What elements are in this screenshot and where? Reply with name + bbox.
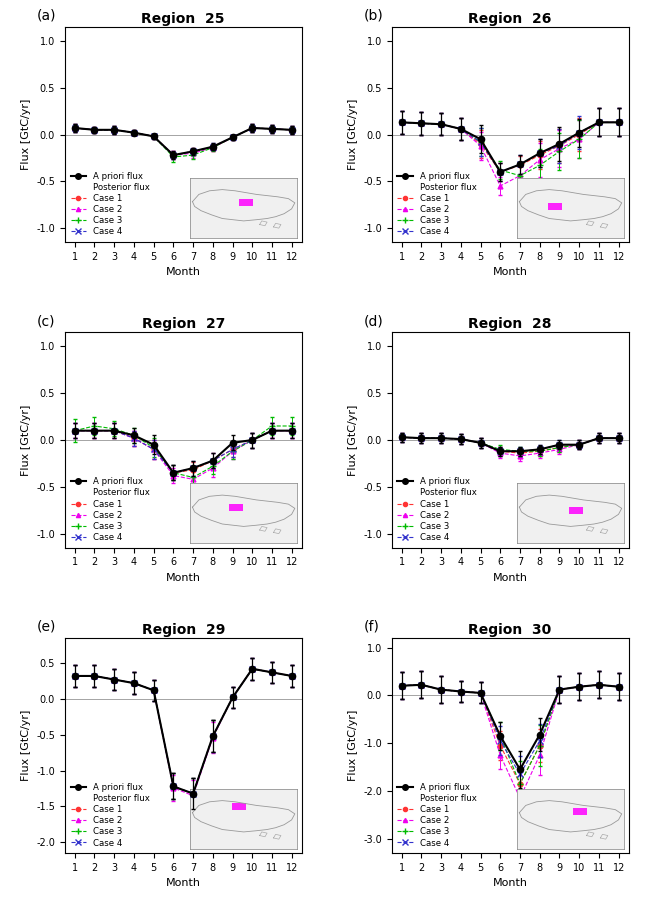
Legend: A priori flux, Posterior flux, Case 1, Case 2, Case 3, Case 4: A priori flux, Posterior flux, Case 1, C… <box>394 168 480 240</box>
Title: Region  25: Region 25 <box>141 12 225 26</box>
Y-axis label: Flux [GtC/yr]: Flux [GtC/yr] <box>347 404 358 476</box>
Legend: A priori flux, Posterior flux, Case 1, Case 2, Case 3, Case 4: A priori flux, Posterior flux, Case 1, C… <box>394 474 480 545</box>
Y-axis label: Flux [GtC/yr]: Flux [GtC/yr] <box>21 99 30 171</box>
Title: Region  26: Region 26 <box>469 12 552 26</box>
Y-axis label: Flux [GtC/yr]: Flux [GtC/yr] <box>21 709 30 781</box>
Y-axis label: Flux [GtC/yr]: Flux [GtC/yr] <box>347 709 358 781</box>
X-axis label: Month: Month <box>492 878 527 888</box>
X-axis label: Month: Month <box>166 878 201 888</box>
Title: Region  29: Region 29 <box>141 623 225 637</box>
X-axis label: Month: Month <box>166 268 201 277</box>
Legend: A priori flux, Posterior flux, Case 1, Case 2, Case 3, Case 4: A priori flux, Posterior flux, Case 1, C… <box>67 779 154 851</box>
Legend: A priori flux, Posterior flux, Case 1, Case 2, Case 3, Case 4: A priori flux, Posterior flux, Case 1, C… <box>67 168 154 240</box>
Title: Region  28: Region 28 <box>469 317 552 331</box>
Text: (f): (f) <box>364 620 379 634</box>
X-axis label: Month: Month <box>492 573 527 583</box>
Text: (e): (e) <box>36 620 56 634</box>
Title: Region  27: Region 27 <box>141 317 225 331</box>
Text: (d): (d) <box>364 314 383 328</box>
X-axis label: Month: Month <box>166 573 201 583</box>
Text: (a): (a) <box>36 9 56 22</box>
Text: (b): (b) <box>364 9 383 22</box>
X-axis label: Month: Month <box>492 268 527 277</box>
Legend: A priori flux, Posterior flux, Case 1, Case 2, Case 3, Case 4: A priori flux, Posterior flux, Case 1, C… <box>394 779 480 851</box>
Y-axis label: Flux [GtC/yr]: Flux [GtC/yr] <box>347 99 358 171</box>
Legend: A priori flux, Posterior flux, Case 1, Case 2, Case 3, Case 4: A priori flux, Posterior flux, Case 1, C… <box>67 474 154 545</box>
Text: (c): (c) <box>36 314 55 328</box>
Y-axis label: Flux [GtC/yr]: Flux [GtC/yr] <box>21 404 30 476</box>
Title: Region  30: Region 30 <box>469 623 551 637</box>
